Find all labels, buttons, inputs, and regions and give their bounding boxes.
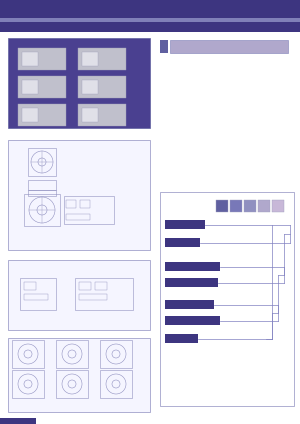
Bar — [165, 220, 205, 229]
Bar — [165, 316, 220, 325]
Bar — [12, 370, 44, 398]
Bar — [56, 370, 88, 398]
Bar — [22, 80, 38, 94]
Bar — [12, 340, 44, 368]
Bar — [18, 76, 66, 98]
Bar — [18, 104, 66, 126]
Bar — [78, 76, 126, 98]
Bar — [100, 370, 132, 398]
Bar — [64, 196, 114, 224]
Bar — [78, 104, 126, 126]
Bar — [18, 48, 66, 70]
Bar — [0, 18, 300, 22]
Bar — [22, 108, 38, 122]
Bar — [230, 200, 242, 212]
Bar — [0, 418, 36, 424]
Bar — [79, 282, 91, 290]
Bar — [75, 278, 133, 310]
Bar — [82, 52, 98, 66]
Bar — [79, 294, 107, 300]
Bar — [80, 200, 90, 208]
Bar — [95, 282, 107, 290]
Bar — [244, 200, 256, 212]
Bar — [8, 140, 150, 250]
Bar — [28, 190, 56, 196]
Bar — [216, 200, 228, 212]
Bar — [170, 40, 288, 53]
Bar — [24, 294, 48, 300]
Bar — [82, 108, 98, 122]
Bar — [8, 38, 150, 128]
Bar — [165, 238, 200, 247]
Bar — [8, 260, 150, 330]
Bar — [165, 334, 198, 343]
Bar — [22, 52, 38, 66]
Bar — [0, 22, 300, 32]
Bar — [82, 80, 98, 94]
Bar — [8, 338, 150, 412]
Bar — [100, 340, 132, 368]
Bar — [160, 192, 294, 406]
Bar — [78, 48, 126, 70]
Bar — [56, 340, 88, 368]
Bar — [165, 262, 220, 271]
Bar — [165, 278, 218, 287]
Bar — [24, 194, 60, 226]
Bar — [0, 0, 300, 18]
Bar — [20, 278, 56, 310]
Bar — [165, 300, 214, 309]
Bar — [272, 200, 284, 212]
Bar — [160, 40, 168, 53]
Bar — [66, 200, 76, 208]
Bar — [24, 282, 36, 290]
Bar — [66, 214, 90, 220]
Bar — [258, 200, 270, 212]
Bar — [28, 180, 56, 190]
Bar — [28, 148, 56, 176]
